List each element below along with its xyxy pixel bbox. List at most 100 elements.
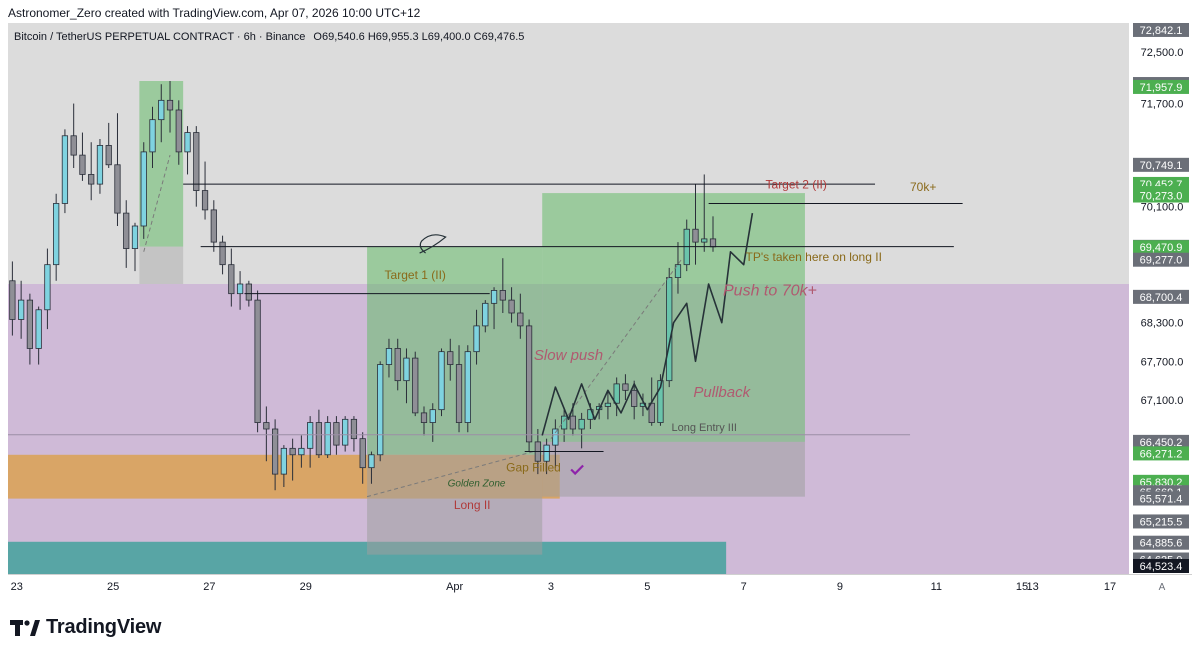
tradingview-brand: TradingView [10,616,161,639]
candle [420,406,428,436]
price-axis-tick: 72,500.0 [1141,47,1184,59]
candle-body [692,228,699,243]
candle [429,403,436,442]
candle [561,409,568,442]
candle [131,222,139,272]
candle-body [473,325,480,353]
price-axis-tick: 68,300.0 [1141,318,1184,330]
annotation-label: Gap Filled [506,461,561,475]
candle [289,438,296,481]
candle [158,84,165,143]
chart-frame[interactable]: Target 2 (II) 70k+ TP's taken here on long… [8,23,1192,598]
hand-drawn-path [541,212,754,436]
price-axis-tick: 71,700.0 [1141,99,1184,111]
price-label-text: 70,749.1 [1140,160,1183,172]
price-label-badge [1133,559,1189,573]
candle [280,445,287,487]
candle [394,338,401,391]
candle [464,345,471,433]
candle-body [18,299,25,320]
candle [271,419,279,491]
candle [438,348,445,417]
candle-body [96,145,104,185]
candle [105,122,112,168]
price-label-text: 64,523.4 [1140,561,1183,573]
candle [254,290,261,433]
price-chart[interactable]: Target 2 (II) 70k+ TP's taken here on long… [8,23,1192,598]
candle-body [429,409,436,423]
candle-body [709,238,717,248]
candle [525,319,533,452]
candle [359,432,366,484]
time-axis-tick: Apr [446,581,463,593]
candle-body [359,438,366,469]
candle [263,406,270,462]
candle-body [420,412,428,423]
price-label-badge [1133,79,1189,94]
candle-body [447,351,454,365]
auto-scale-button[interactable]: A [1159,582,1166,593]
candle [403,348,410,404]
candle-body [499,290,506,301]
time-axis-tick: 9 [837,581,843,593]
candle [88,142,95,201]
price-label-text: 64,885.6 [1140,538,1183,550]
candle-body [508,299,515,314]
candle [517,293,524,339]
candle-body [105,145,112,166]
price-label-text: 71,957.9 [1140,82,1183,94]
candle-body [289,447,296,456]
time-axis-tick: 17 [1104,581,1116,593]
price-label-text: 66,450.2 [1140,437,1183,449]
candle [44,248,51,330]
price-label-badge [1133,446,1189,461]
candle [114,113,121,226]
price-label-text: 66,271.2 [1140,448,1183,460]
ohlc-values: O69,540.6 H69,955.3 L69,400.0 C69,476.5 [313,31,524,43]
annotation-label: Golden Zone [448,478,506,489]
candle-body [657,380,664,423]
candle-body [219,241,226,266]
price-label-text: 65,571.4 [1140,494,1183,506]
candle-body [61,135,69,204]
candle-body [604,402,612,407]
time-axis-tick: 3 [548,581,554,593]
time-axis-tick: 25 [107,581,119,593]
price-label-text: 70,273.0 [1140,191,1183,203]
price-axis-tick: 67,700.0 [1141,356,1184,368]
candle-body [412,357,419,414]
candle-body [394,348,401,382]
time-axis-tick: 11 [931,581,942,593]
candle [666,267,673,388]
instrument-legend: Bitcoin / TetherUS PERPETUAL CONTRACT · … [14,31,524,43]
price-label-badge [1133,157,1189,172]
time-axis-tick: 27 [203,581,215,593]
tradingview-wordmark: TradingView [46,616,162,638]
price-label-badge [1133,514,1189,529]
candle-body [166,99,174,111]
candle [631,380,638,420]
candle-body [245,283,252,301]
candle-body [368,454,375,469]
time-axis-tick: 23 [11,581,23,593]
candle [385,338,393,378]
candle-body [35,309,42,349]
candle-body [482,302,489,327]
candle [657,374,664,426]
price-label-badge [1133,289,1189,304]
candle-body [175,109,182,153]
candle-body [123,212,130,249]
time-axis-tick: 7 [741,581,747,593]
candle [149,106,156,168]
candle [9,261,16,336]
candle-body [517,312,524,327]
candle [175,100,182,165]
candle-body [666,277,673,382]
dashed-guide-line [143,154,171,252]
candle-body [490,290,498,304]
price-label-badge [1133,23,1189,37]
annotation-label: Long II [454,498,491,512]
chart-attribution: Astronomer_Zero created with TradingView… [8,6,421,20]
candle-body [193,132,200,191]
candle-body [578,418,585,430]
